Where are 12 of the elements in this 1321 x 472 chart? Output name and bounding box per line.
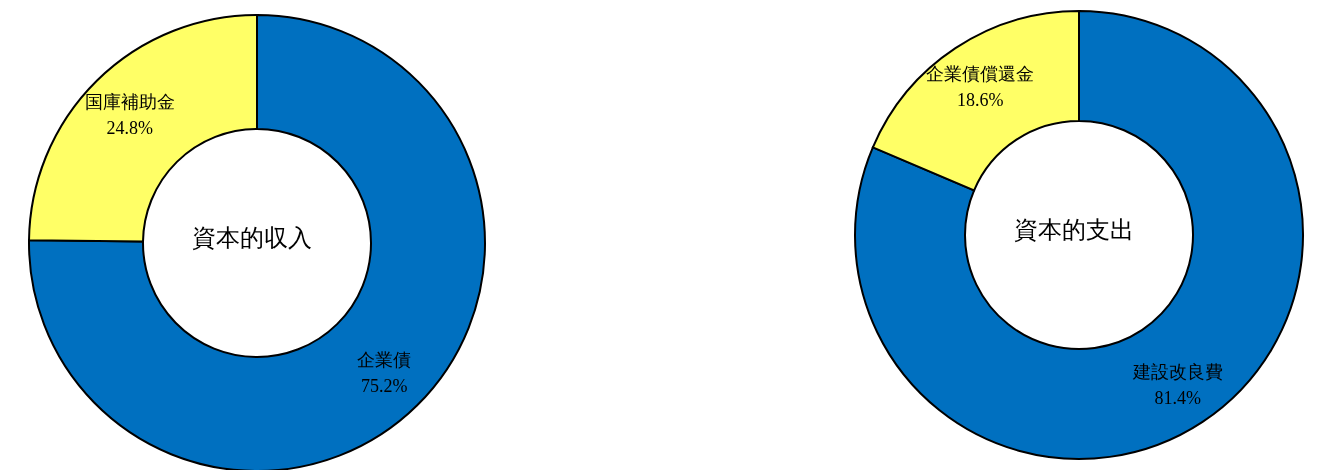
slice-label: 国庫補助金 — [84, 92, 175, 113]
slice-label: 企業債償還金 — [926, 63, 1035, 84]
donut-slice — [854, 10, 1304, 460]
donut-slice — [28, 14, 486, 470]
text: 資本的収入 — [192, 225, 312, 251]
text: 資本的支出 — [1014, 217, 1134, 243]
slice-label: 企業債 — [357, 349, 412, 370]
data-label: 24.8% — [106, 118, 154, 139]
data-label: 81.4% — [1154, 388, 1201, 409]
slice-label: 建設改良費 — [1131, 362, 1223, 383]
data-label: 75.2% — [360, 375, 408, 396]
data-label: 18.6% — [957, 89, 1004, 110]
